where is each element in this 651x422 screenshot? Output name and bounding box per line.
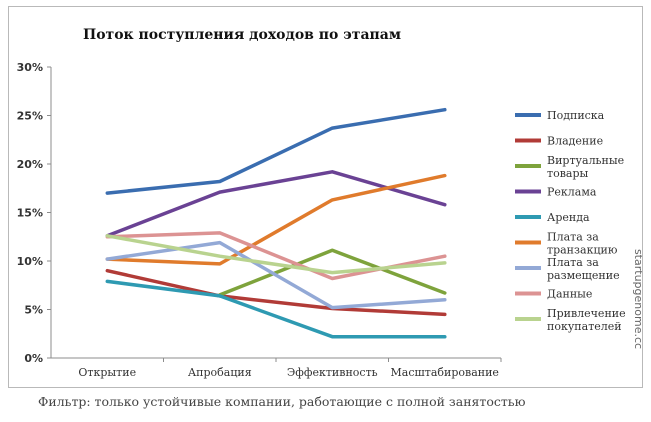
x-tick-label: Открытие	[78, 366, 136, 379]
series-line-1	[105, 107, 447, 195]
y-tick-label: 15%	[17, 207, 43, 220]
legend-label: Подписка	[547, 109, 605, 122]
series-line-6	[105, 173, 447, 266]
y-tick-label: 30%	[17, 61, 43, 74]
axes: 0% 5% 10% 15% 20% 25% 30% Открытие Апробация Эффе…	[17, 61, 502, 379]
series-lines	[105, 107, 447, 339]
legend: Подписка Владение Виртуальные товары Реклама…	[515, 109, 626, 333]
y-tick-label: 10%	[17, 255, 43, 268]
chart-frame: Поток поступления доходов по этапам 0% 5%…	[8, 6, 643, 388]
filter-note: Фильтр: только устойчивые компании, рабо…	[38, 394, 526, 409]
y-tick-label: 5%	[24, 304, 43, 317]
x-tick-label: Эффективность	[287, 366, 378, 379]
series-line-2	[105, 268, 447, 317]
series-line-5	[105, 279, 447, 339]
y-tick-label: 0%	[24, 352, 43, 365]
legend-label: Плата за размещение	[547, 256, 620, 282]
x-tick-label: Апробация	[188, 366, 252, 379]
series-line-9	[105, 234, 447, 275]
y-tick-label: 25%	[17, 110, 43, 123]
legend-label: Плата за транзакцию	[547, 231, 618, 257]
x-tick-label: Масштабирование	[391, 366, 499, 379]
legend-label: Аренда	[547, 211, 590, 224]
legend-label: Виртуальные товары	[547, 154, 624, 180]
series-line-4	[105, 170, 447, 238]
legend-label: Владение	[547, 135, 603, 148]
legend-label: Привлечение покупателей	[547, 307, 626, 333]
chart-title: Поток поступления доходов по этапам	[83, 27, 401, 43]
watermark: startupgenome.cc	[632, 249, 642, 349]
y-tick-label: 20%	[17, 158, 43, 171]
line-chart: Поток поступления доходов по этапам 0% 5%…	[17, 27, 642, 379]
series-line-3	[218, 248, 447, 297]
legend-label: Реклама	[547, 186, 597, 199]
legend-label: Данные	[547, 288, 592, 301]
series-line-7	[105, 240, 447, 310]
